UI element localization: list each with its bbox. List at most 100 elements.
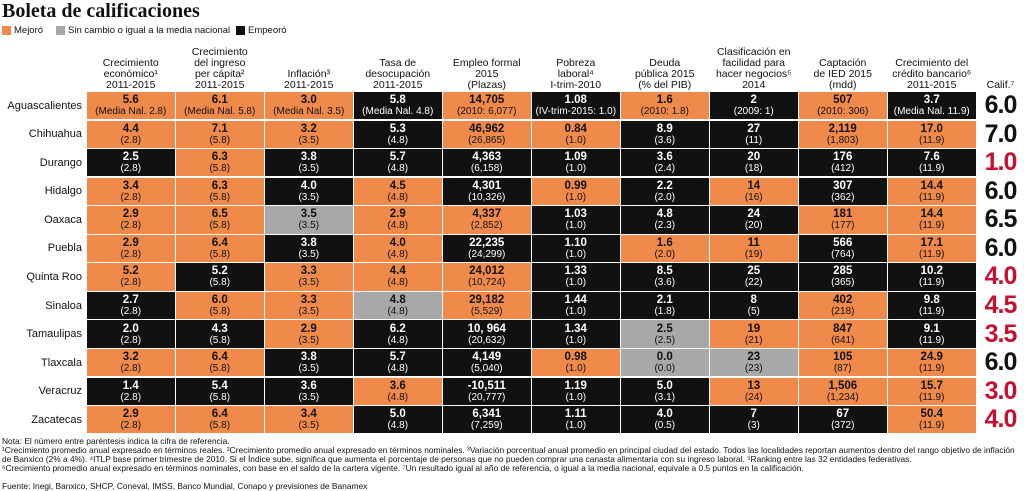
score-cell: 5.0 (3.1) bbox=[621, 377, 709, 405]
state-name: Hidalgo bbox=[44, 185, 82, 198]
cell-reference: (1.0) bbox=[565, 391, 587, 403]
cell-reference: (24,299) bbox=[468, 248, 506, 260]
score-cell: 6.3 (5.8) bbox=[176, 149, 264, 177]
cell-reference: (22) bbox=[744, 277, 763, 289]
score-cell: 1.4 (2.8) bbox=[87, 377, 175, 405]
footnote: Nota: El número entre paréntesis indica … bbox=[2, 436, 230, 446]
cell-reference: (Media Nal. 5.8) bbox=[184, 106, 256, 118]
score-cell: 5.7 (4.8) bbox=[354, 348, 442, 377]
score-cell: 1.6 (2.0) bbox=[621, 234, 709, 263]
cell-reference: (2010: 1.8) bbox=[640, 106, 689, 118]
score-cell: 24.9 (11.9) bbox=[888, 348, 976, 377]
cell-reference: (20,632) bbox=[468, 334, 506, 346]
cell-value: 3.2 bbox=[300, 122, 317, 135]
state-name: Zacatecas bbox=[31, 413, 82, 426]
score-cell: 9.8 (11.9) bbox=[888, 291, 976, 320]
cell-reference: (1.0) bbox=[565, 277, 587, 289]
cell-value: 1.6 bbox=[656, 236, 673, 249]
score-cell: 3.4 (3.5) bbox=[265, 406, 353, 434]
cell-reference: (372) bbox=[831, 420, 855, 432]
score-cell: 2.0 (2.8) bbox=[87, 320, 175, 348]
cell-reference: (412) bbox=[831, 163, 855, 175]
score-cell: 507 (2010: 306) bbox=[799, 92, 887, 120]
score-cell: 3.2 (3.5) bbox=[265, 120, 353, 148]
cell-value: 5.7 bbox=[389, 351, 406, 364]
cell-value: 1.11 bbox=[564, 408, 587, 421]
cell-reference: (3.5) bbox=[298, 334, 320, 346]
score-cell: 5.3 (4.8) bbox=[354, 120, 442, 148]
score-cell: 4.8 (2.3) bbox=[621, 206, 709, 234]
score-cell: 14.4 (11.9) bbox=[888, 177, 976, 205]
column-header: Clasificación en facilidad para hacer ne… bbox=[715, 46, 792, 91]
cell-reference: (2.8) bbox=[120, 420, 142, 432]
score-cell: 0.99 (1.0) bbox=[532, 177, 620, 205]
cell-reference: (2.8) bbox=[120, 248, 142, 260]
grade: 6.0 bbox=[984, 176, 1018, 205]
cell-reference: (2.8) bbox=[120, 163, 142, 175]
cell-reference: (Media Nal. 4.8) bbox=[362, 106, 434, 118]
cell-value: 3.2 bbox=[122, 351, 139, 364]
score-cell: 3.7 (Media Nal. 11.9) bbox=[888, 92, 976, 120]
cell-value: 10.2 bbox=[920, 265, 943, 278]
cell-value: 0.84 bbox=[564, 122, 587, 135]
cell-value: 14.4 bbox=[920, 208, 943, 221]
cell-reference: (4.8) bbox=[387, 334, 409, 346]
cell-reference: (177) bbox=[831, 220, 855, 232]
cell-reference: (4.8) bbox=[387, 391, 409, 403]
cell-value: 0.99 bbox=[564, 179, 587, 192]
cell-value: 17.0 bbox=[920, 122, 943, 135]
score-cell: 14,705 (2010: 6,077) bbox=[443, 92, 531, 120]
cell-reference: (6,158) bbox=[470, 163, 503, 175]
cell-reference: (5.8) bbox=[209, 191, 231, 203]
score-cell: 2.2 (2.0) bbox=[621, 177, 709, 205]
score-cell: 2.5 (2.8) bbox=[87, 149, 175, 177]
cell-reference: (11.9) bbox=[919, 420, 945, 432]
cell-value: 19 bbox=[747, 322, 761, 335]
grade: 4.0 bbox=[984, 262, 1018, 291]
cell-value: 6,341 bbox=[472, 408, 502, 421]
footnote: ¹Crecimiento promedio anual expresado en… bbox=[2, 445, 1015, 464]
cell-reference: (5.8) bbox=[209, 163, 231, 175]
cell-value: 23 bbox=[747, 351, 761, 364]
cell-value: 24.9 bbox=[920, 351, 943, 364]
state-name: Puebla bbox=[47, 242, 82, 255]
score-cell: 0.0 (0.0) bbox=[621, 348, 709, 377]
cell-reference: (11.9) bbox=[919, 163, 945, 175]
cell-reference: (4.8) bbox=[387, 363, 409, 375]
cell-reference: (5,529) bbox=[470, 306, 503, 318]
cell-value: 566 bbox=[833, 236, 853, 249]
cell-reference: (3.5) bbox=[298, 163, 320, 175]
cell-value: 4.8 bbox=[389, 294, 406, 307]
cell-reference: (1.8) bbox=[654, 306, 676, 318]
cell-reference: (11.9) bbox=[919, 363, 945, 375]
column-header: Crecimiento del ingreso per cápita² 2011… bbox=[191, 46, 248, 91]
cell-value: 24 bbox=[747, 208, 761, 221]
cell-value: 4.8 bbox=[656, 208, 673, 221]
cell-value: 6.5 bbox=[211, 208, 228, 221]
score-cell: 3.8 (3.5) bbox=[265, 348, 353, 377]
score-cell: 25 (22) bbox=[710, 263, 798, 291]
cell-value: 4,149 bbox=[472, 351, 502, 364]
grade: 3.5 bbox=[984, 319, 1018, 348]
score-cell: 5.8 (Media Nal. 4.8) bbox=[354, 92, 442, 120]
cell-value: 1.09 bbox=[564, 151, 587, 164]
score-cell: 4.4 (2.8) bbox=[87, 120, 175, 148]
cell-reference: (5.8) bbox=[209, 306, 231, 318]
cell-value: 1.10 bbox=[564, 236, 587, 249]
score-cell: 3.6 (4.8) bbox=[354, 377, 442, 405]
cell-reference: (4.8) bbox=[387, 134, 409, 146]
cell-reference: (24) bbox=[744, 391, 763, 403]
score-cell: 24,012 (10,724) bbox=[443, 263, 531, 291]
cell-reference: (2.5) bbox=[654, 334, 676, 346]
state-name: Sinaloa bbox=[45, 299, 82, 312]
cell-value: 1.44 bbox=[564, 294, 587, 307]
cell-reference: (5,040) bbox=[470, 363, 503, 375]
score-cell: 6.4 (5.8) bbox=[176, 348, 264, 377]
score-cell: 7.1 (5.8) bbox=[176, 120, 264, 148]
cell-reference: (3.5) bbox=[298, 191, 320, 203]
score-cell: 20 (18) bbox=[710, 149, 798, 177]
cell-reference: (5.8) bbox=[209, 248, 231, 260]
cell-value: 2.0 bbox=[122, 322, 139, 335]
score-cell: 8.9 (3.6) bbox=[621, 120, 709, 148]
